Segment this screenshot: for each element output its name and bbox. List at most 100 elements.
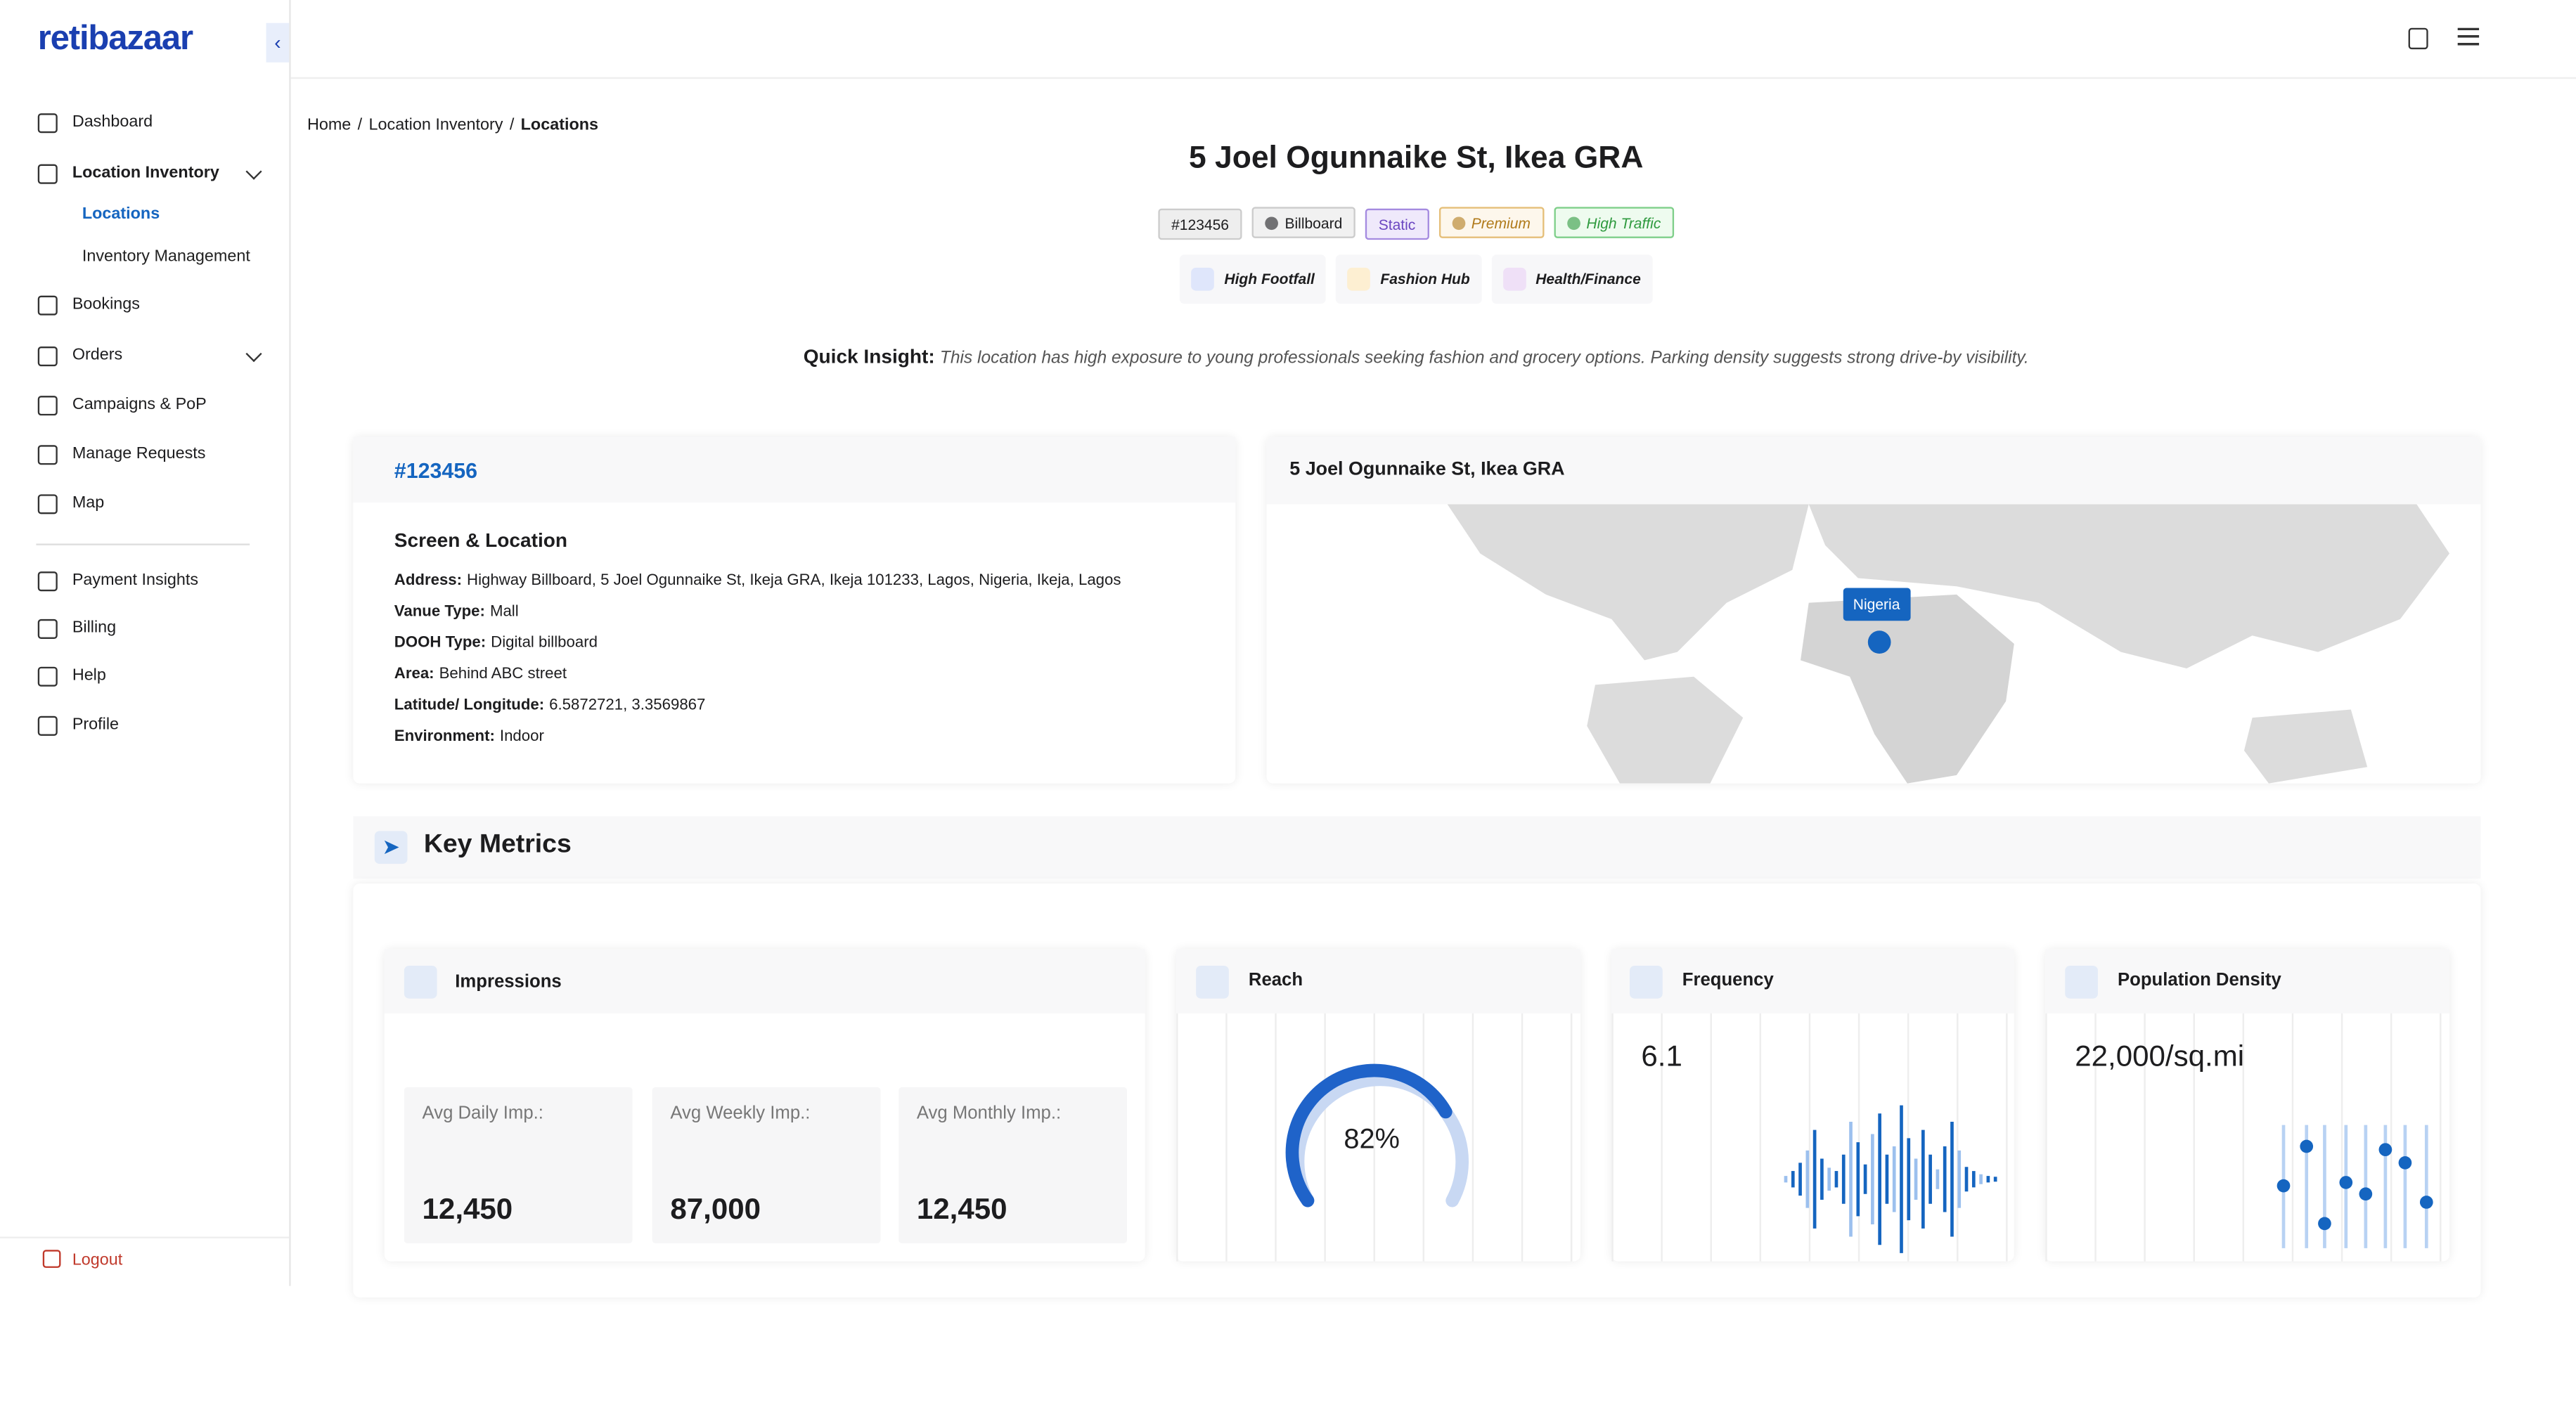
tag: #123456: [1158, 208, 1242, 240]
stat-label: Avg Daily Imp.:: [422, 1103, 543, 1124]
map-marker-label: Nigeria: [1843, 588, 1910, 621]
filter-icon[interactable]: [2457, 27, 2480, 50]
tag: Static: [1365, 208, 1429, 240]
tag-label: #123456: [1171, 216, 1229, 233]
tag-label: Static: [1378, 216, 1416, 233]
field-value: Indoor: [499, 727, 544, 746]
map-title: 5 Joel Ogunnaike St, Ikea GRA: [1289, 460, 1565, 480]
nav-icon: [37, 571, 58, 592]
nav-item[interactable]: Manage Requests: [72, 445, 206, 463]
highlight: Health/Finance: [1491, 254, 1653, 304]
field-label: Vanue Type:: [394, 602, 485, 621]
breadcrumb-item[interactable]: Location Inventory: [368, 116, 503, 135]
logout[interactable]: Logout: [42, 1250, 123, 1269]
field-label: DOOH Type:: [394, 633, 487, 652]
field: Latitude/ Longitude: 6.5872721, 3.3569867: [394, 697, 706, 715]
stat-label: Avg Monthly Imp.:: [916, 1103, 1062, 1124]
highlights: High Footfall Fashion Hub Health/Finance: [291, 254, 2542, 304]
nav-item[interactable]: Payment Insights: [72, 571, 199, 590]
field-value: Highway Billboard, 5 Joel Ogunnaike St, …: [467, 571, 1121, 590]
field: Vanue Type: Mall: [394, 603, 519, 621]
decor: [2419, 1196, 2433, 1209]
map-card: 5 Joel Ogunnaike St, Ikea GRA Nigeria: [1266, 436, 2481, 784]
nav-item[interactable]: Dashboard: [72, 113, 153, 131]
decor: [2359, 1187, 2373, 1201]
nav-item[interactable]: Billing: [72, 619, 117, 637]
nav-item[interactable]: Help: [72, 666, 106, 685]
tag-icon: [1566, 216, 1580, 229]
decor: [2398, 1156, 2412, 1170]
nav-icon: [37, 396, 58, 416]
nav-subitem[interactable]: Locations: [82, 205, 160, 224]
field-label: Environment:: [394, 727, 495, 746]
field-value: Mall: [489, 602, 519, 621]
highlight: Fashion Hub: [1336, 254, 1482, 304]
decor: [2378, 1143, 2393, 1157]
decor: [2300, 1139, 2314, 1153]
density-icon: [2065, 965, 2098, 999]
density-card: [2045, 949, 2450, 1262]
frequency-icon: [1630, 965, 1663, 999]
tag-label: Billboard: [1284, 214, 1343, 231]
tag-label: High Traffic: [1586, 214, 1661, 231]
tags: #123456 Billboard Static Premium High Traffi…: [291, 207, 2542, 240]
nav-icon: [37, 619, 58, 639]
map-marker[interactable]: [1867, 630, 1891, 654]
highlight-icon: [1502, 267, 1526, 291]
nav-subitem[interactable]: Inventory Management: [82, 247, 250, 266]
nav-item[interactable]: Campaigns & PoP: [72, 396, 207, 414]
decor: [2318, 1217, 2331, 1231]
notes-icon[interactable]: [2408, 27, 2428, 50]
topbar-border: [290, 77, 2576, 79]
nav-item[interactable]: Location Inventory: [72, 164, 219, 183]
breadcrumb: Home / Location Inventory / Locations: [307, 117, 598, 135]
field: Area: Behind ABC street: [394, 665, 567, 683]
nav-item[interactable]: Profile: [72, 716, 120, 734]
impressions-icon: [404, 965, 437, 999]
highlight-icon: [1347, 267, 1371, 291]
breadcrumb-item[interactable]: Home: [307, 116, 352, 135]
section-title: Screen & Location: [394, 529, 568, 552]
nav-icon: [37, 494, 58, 514]
stat-value: 12,450: [422, 1192, 513, 1226]
tag: High Traffic: [1553, 207, 1675, 238]
metrics-header: [353, 816, 2481, 879]
stat-label: Avg Weekly Imp.:: [670, 1103, 811, 1124]
highlight: High Footfall: [1180, 254, 1327, 304]
field-label: Address:: [394, 571, 463, 590]
nav-icon: [37, 716, 58, 736]
field-label: Latitude/ Longitude:: [394, 696, 545, 715]
nav-icon: [37, 347, 58, 367]
density-dots: [2276, 1125, 2433, 1248]
highlight-icon: [1191, 267, 1215, 291]
breadcrumb-separator: /: [357, 116, 363, 135]
reach-icon: [1196, 965, 1229, 999]
page-title: 5 Joel Ogunnaike St, Ikea GRA: [1189, 141, 1644, 176]
nav-icon: [37, 113, 58, 134]
decor: [2339, 1176, 2353, 1189]
tag: Premium: [1438, 207, 1544, 238]
field: Address: Highway Billboard, 5 Joel Ogunna…: [394, 571, 1121, 590]
sidebar-divider: [36, 543, 250, 545]
stat-value: 12,450: [916, 1192, 1007, 1226]
location-id: #123456: [394, 458, 478, 483]
field-value: Behind ABC street: [439, 665, 567, 684]
nav-icon: [37, 666, 58, 687]
nav-icon: [37, 295, 58, 316]
logout-divider: [0, 1236, 290, 1238]
nav-item[interactable]: Map: [72, 494, 105, 513]
nav-icon: [37, 445, 58, 465]
field-value: Digital billboard: [491, 633, 598, 652]
field: Environment: Indoor: [394, 727, 544, 746]
insight-label: Quick Insight:: [803, 344, 935, 368]
nav-item[interactable]: Bookings: [72, 295, 140, 314]
metrics-icon: ➤: [374, 831, 408, 865]
nav-item[interactable]: Orders: [72, 347, 123, 365]
reach-value: 82%: [1344, 1123, 1400, 1155]
collapse-button[interactable]: ‹: [266, 22, 290, 63]
impressions-title: Impressions: [455, 972, 562, 992]
logo: retibazaar: [37, 20, 193, 58]
reach-card: [1176, 949, 1580, 1262]
